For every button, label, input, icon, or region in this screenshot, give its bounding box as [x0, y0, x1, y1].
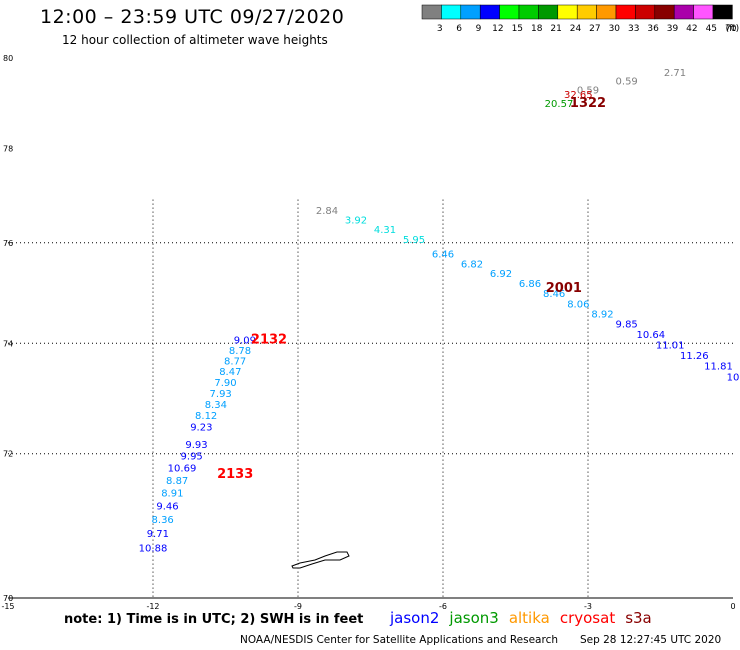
wave-height-label: 8.87	[166, 476, 188, 487]
lon-tick-label: -3	[584, 602, 592, 611]
lat-tick-label: 80	[3, 54, 13, 63]
colorbar-label: 6	[456, 24, 462, 34]
wave-height-label: 8.06	[567, 299, 589, 310]
wave-height-label: 8.12	[195, 411, 217, 422]
wave-height-label: 7.93	[210, 389, 232, 400]
colorbar-label: 9	[476, 24, 482, 34]
colorbar-label: 30	[609, 24, 621, 34]
colorbar-label: 3	[437, 24, 443, 34]
wave-height-label: 2.84	[316, 206, 338, 217]
wave-height-label: 9.71	[147, 529, 169, 540]
satellite-legend-altika: altika	[508, 609, 550, 627]
satellite-legend-jason3: jason3	[449, 609, 499, 627]
colorbar-label: 27	[589, 24, 600, 34]
wave-height-label: 11.26	[680, 351, 709, 362]
colorbar-label: 42	[686, 24, 697, 34]
wave-height-marks: 2.710.590.5932.6520.572.843.924.315.956.…	[139, 68, 740, 555]
wave-height-label: 8.34	[205, 400, 227, 411]
satellite-legend-jason2: jason2	[390, 609, 440, 627]
wave-height-label: 9.46	[156, 502, 178, 513]
wave-height-label: 10.64	[637, 330, 666, 341]
jan-mayen-island	[291, 551, 350, 569]
wave-height-colorbar: 3 6 9 12 15 18 21 24 27 30 33 36 39 42 45 70(ft)	[421, 4, 740, 34]
pass-time-label: 2132	[251, 332, 287, 347]
wave-height-label: 10.69	[168, 464, 197, 475]
wave-height-label: 20.57	[545, 99, 574, 110]
colorbar-label: 24	[570, 24, 582, 34]
lat-tick-label: 76	[3, 239, 13, 248]
pass-time-labels: 1322 2001 2132 2133	[217, 96, 606, 482]
credit-line: NOAA/NESDIS Center for Satellite Applica…	[240, 634, 558, 646]
colorbar-label: 33	[628, 24, 639, 34]
wave-height-label: 9.95	[181, 452, 203, 463]
colorbar-swatch	[712, 4, 733, 20]
wave-height-label: 9.85	[616, 320, 638, 331]
lon-tick-label: -15	[1, 602, 14, 611]
page-subtitle: 12 hour collection of altimeter wave hei…	[62, 33, 328, 47]
colorbar-unit: (ft)	[726, 24, 740, 34]
wave-height-label: 9.93	[185, 440, 207, 451]
colorbar-label: 70	[725, 24, 737, 34]
pass-time-label: 1322	[570, 96, 606, 111]
wave-height-label: 6.86	[519, 279, 541, 290]
colorbar-label: 18	[531, 24, 543, 34]
wave-height-label: 8.77	[224, 356, 246, 367]
satellite-legend-s3a: s3a	[625, 609, 652, 627]
lon-tick-label: -6	[439, 602, 447, 611]
wave-height-label: 11.01	[656, 341, 685, 352]
wave-height-label: 4.31	[374, 225, 396, 236]
lat-tick-label: 78	[3, 144, 13, 153]
lat-tick-label: 70	[3, 594, 13, 603]
colorbar-label: 45	[706, 24, 717, 34]
wave-height-label: 10.88	[139, 544, 168, 555]
generation-timestamp: Sep 28 12:27:45 UTC 2020	[580, 634, 722, 646]
page-title: 12:00 – 23:59 UTC 09/27/2020	[40, 6, 345, 28]
wave-height-label: 3.92	[345, 215, 367, 226]
wave-height-label: 8.91	[161, 489, 183, 500]
wave-height-label: 8.36	[152, 515, 174, 526]
satellite-legend-cryosat: cryosat	[559, 609, 616, 627]
wave-height-label: 8.92	[591, 309, 613, 320]
colorbar-label: 21	[550, 24, 561, 34]
wave-height-label: 6.46	[432, 249, 454, 260]
colorbar-label: 36	[647, 24, 659, 34]
wave-height-label: 0.59	[616, 77, 638, 88]
wave-height-label: 32.65	[564, 90, 593, 101]
pass-time-label: 2133	[217, 467, 253, 482]
wave-height-label: 6.92	[490, 269, 512, 280]
satellite-legend: jason2 jason3 altika cryosat s3a	[390, 609, 662, 627]
lon-tick-label: -12	[146, 602, 159, 611]
wave-height-label: 0.59	[577, 86, 599, 97]
colorbar-label: 39	[667, 24, 679, 34]
pass-time-label: 2001	[546, 281, 582, 296]
axis-ticks: -15 -12 -9 -6 -3 0 70 72 74 76 78 80	[1, 54, 735, 611]
wave-height-label: 2.71	[664, 68, 686, 79]
wave-height-label: 8.47	[219, 367, 241, 378]
lon-tick-label: 0	[730, 602, 735, 611]
lon-tick-label: -9	[294, 602, 302, 611]
wave-height-label: 5.95	[403, 235, 425, 246]
wave-height-label: 8.46	[543, 289, 565, 300]
wave-height-label: 10	[727, 372, 740, 383]
lat-lon-grid	[8, 199, 733, 599]
wave-height-label: 9.23	[190, 422, 212, 433]
lat-tick-label: 72	[3, 450, 13, 459]
wave-height-label: 6.82	[461, 259, 483, 270]
footnote: note: 1) Time is in UTC; 2) SWH is in fe…	[64, 612, 364, 627]
colorbar-label: 12	[492, 24, 503, 34]
colorbar-label: 15	[512, 24, 523, 34]
wave-height-label: 8.78	[229, 346, 251, 357]
wave-height-label: 11.81	[704, 362, 733, 373]
lat-tick-label: 74	[3, 339, 13, 348]
wave-height-label: 9.09	[234, 335, 256, 346]
wave-height-label: 7.90	[214, 378, 236, 389]
